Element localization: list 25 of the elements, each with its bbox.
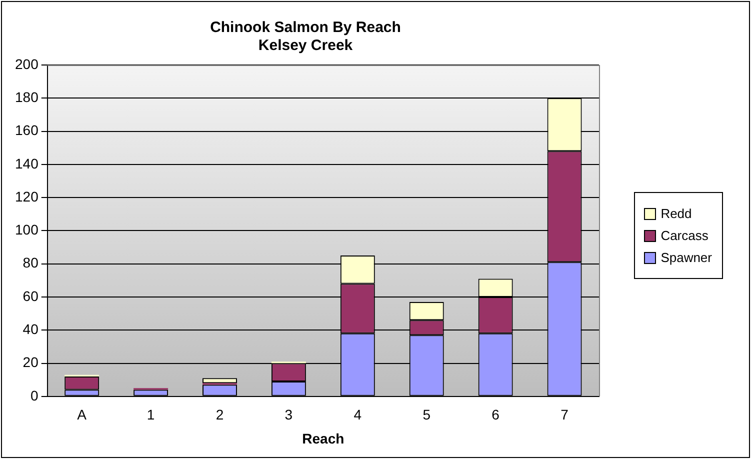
legend-label: Spawner (660, 250, 712, 265)
x-tick-label: 2 (216, 406, 224, 423)
x-tick-label: 1 (146, 406, 155, 423)
legend-label: Redd (660, 206, 692, 221)
y-tick-label: 160 (15, 122, 39, 138)
x-tick-label: 4 (354, 406, 362, 423)
y-tick-label: 20 (22, 354, 39, 370)
y-tick-label: 60 (22, 288, 39, 304)
y-tick-label: 0 (30, 387, 39, 404)
x-tick-label: 3 (284, 406, 293, 423)
x-tick-label: A (77, 406, 88, 423)
y-tick-label: 100 (15, 222, 39, 238)
y-tick-label: 140 (15, 155, 39, 172)
x-axis-title: Reach (302, 430, 344, 446)
legend-label: Carcass (660, 228, 708, 243)
chart-title: Chinook Salmon By Reach (210, 19, 401, 36)
x-tick-label: 5 (422, 406, 431, 423)
x-tick-label: 6 (492, 406, 500, 423)
y-tick-label: 40 (22, 320, 39, 337)
y-tick-label: 180 (15, 89, 39, 105)
y-tick-label: 80 (22, 254, 39, 271)
x-tick-label: 7 (560, 406, 569, 423)
chart-subtitle: Kelsey Creek (258, 37, 354, 54)
y-tick-label: 200 (15, 56, 39, 72)
y-tick-label: 120 (15, 188, 39, 204)
